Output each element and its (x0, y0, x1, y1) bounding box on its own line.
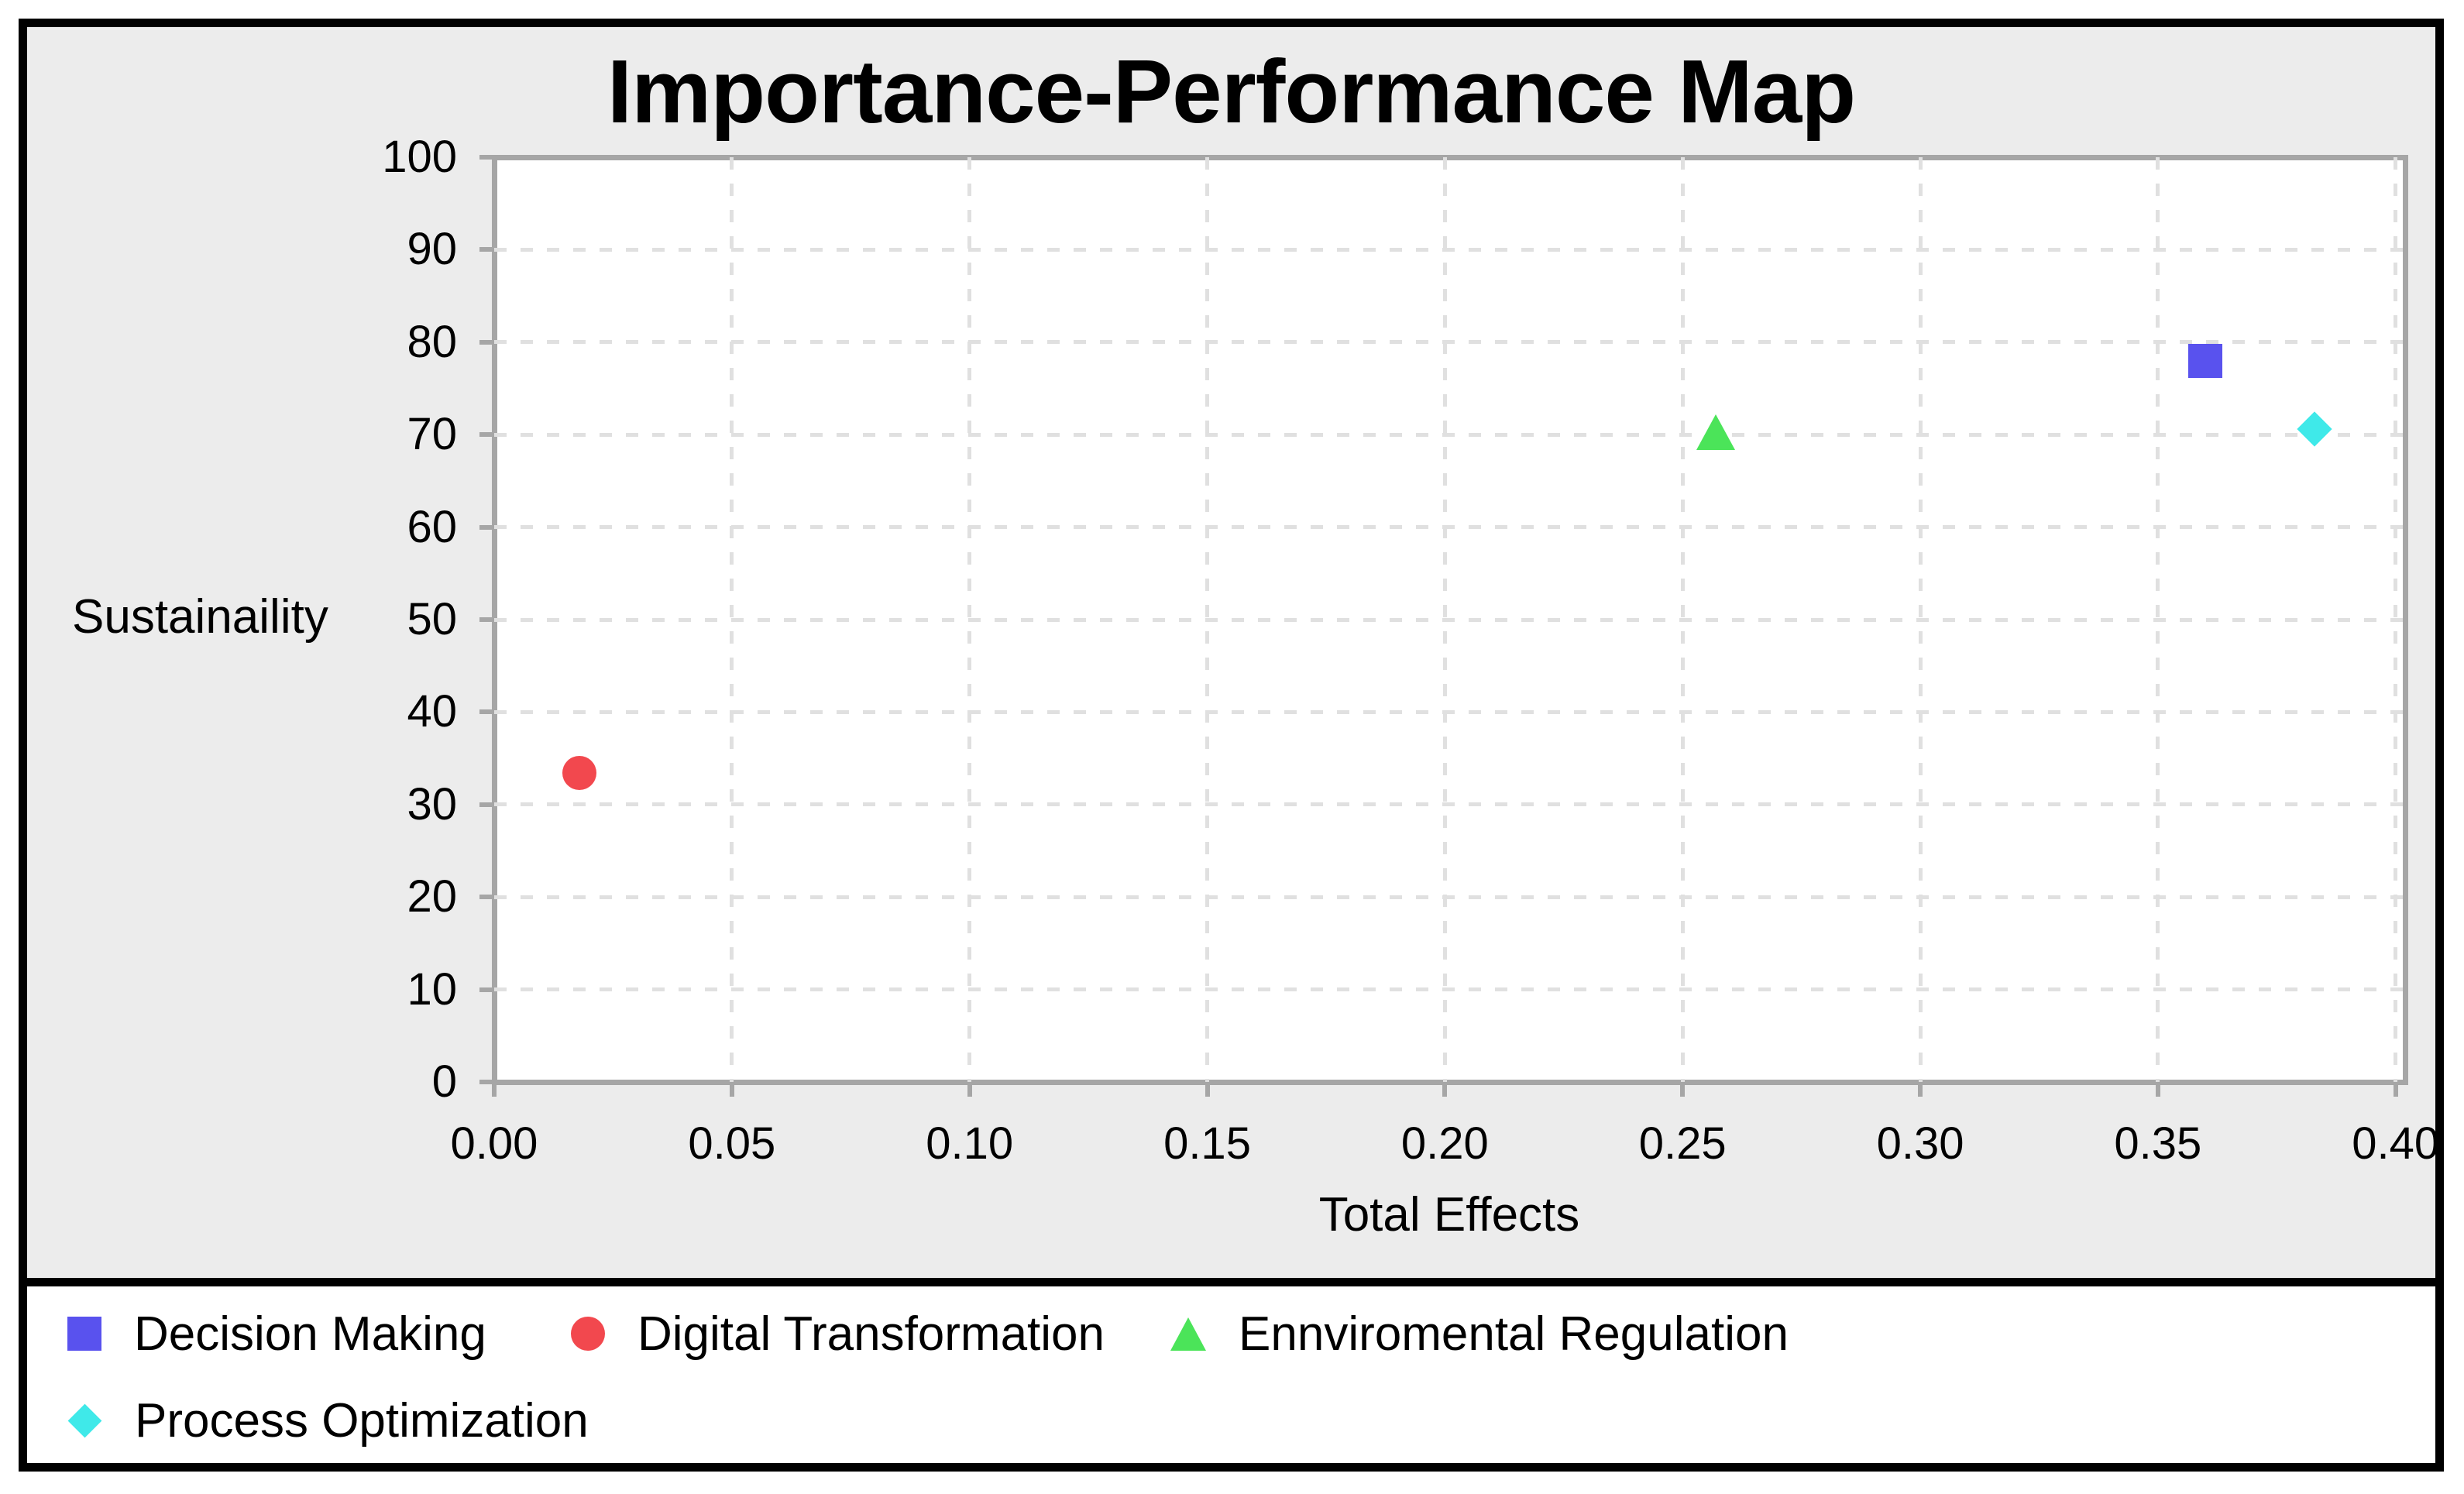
y-axis-tick (479, 709, 492, 715)
legend-item-decision-making: Decision Making (67, 1307, 486, 1361)
legend-item-label: Digital Transformation (637, 1307, 1105, 1361)
legend-item-label: Ennviromental Regulation (1239, 1307, 1789, 1361)
y-tick-label: 30 (407, 778, 457, 829)
x-tick-label: 0.05 (688, 1118, 776, 1169)
y-axis-tick (479, 432, 492, 438)
y-tick-label: 0 (431, 1056, 457, 1107)
y-axis-tick (479, 895, 492, 900)
h-gridline (494, 432, 2405, 437)
y-axis-tick (479, 524, 492, 530)
legend-item-process-optimization: Process Optimization (67, 1394, 589, 1448)
y-tick-label: 60 (407, 501, 457, 552)
triangle-marker-icon (1170, 1317, 1206, 1351)
x-axis-tick (1442, 1084, 1448, 1097)
x-axis-tick (2393, 1084, 2398, 1097)
data-point-ennviromental-regulation (1696, 414, 1736, 450)
legend-item-label: Decision Making (134, 1307, 486, 1361)
x-tick-label: 0.30 (1876, 1118, 1964, 1169)
x-axis-label: Total Effects (1318, 1188, 1580, 1242)
y-tick-label: 40 (407, 686, 457, 737)
data-point-process-optimization (2297, 411, 2333, 447)
legend-item-ennviromental-regulation: Ennviromental Regulation (1170, 1307, 1789, 1361)
h-gridline (494, 709, 2405, 714)
v-gridline (2156, 157, 2160, 1082)
y-axis-tick (479, 155, 492, 160)
h-gridline (494, 617, 2405, 622)
x-tick-label: 0.25 (1638, 1118, 1727, 1169)
y-tick-label: 10 (407, 963, 457, 1015)
x-tick-label: 0.35 (2114, 1118, 2202, 1169)
legend-item-digital-transformation: Digital Transformation (571, 1307, 1105, 1361)
v-gridline (1680, 157, 1685, 1082)
x-tick-label: 0.00 (450, 1118, 538, 1169)
y-axis-tick (479, 987, 492, 992)
y-axis-tick (479, 802, 492, 807)
diamond-marker-icon (67, 1403, 102, 1437)
v-gridline (1918, 157, 1923, 1082)
h-gridline (494, 525, 2405, 530)
v-gridline (967, 157, 972, 1082)
x-axis-tick (967, 1084, 972, 1097)
y-axis-label: Sustainaility (72, 590, 328, 644)
x-tick-label: 0.40 (2352, 1118, 2440, 1169)
y-tick-label: 100 (382, 132, 457, 182)
x-axis-tick (492, 1084, 497, 1097)
square-marker-icon (67, 1317, 101, 1351)
h-gridline (494, 802, 2405, 807)
y-axis-tick (479, 617, 492, 622)
chart-layer: 0 10 20 30 40 50 60 70 80 90 100 0.00 0.05 0.10 0.15 0.… (27, 27, 2439, 1278)
circle-marker-icon (571, 1317, 605, 1351)
x-tick-label: 0.10 (926, 1118, 1014, 1169)
x-axis-tick (729, 1084, 734, 1097)
h-gridline (494, 895, 2405, 899)
y-tick-label: 80 (407, 316, 457, 367)
v-gridline (1442, 157, 1447, 1082)
x-axis-tick (1205, 1084, 1210, 1097)
chart-title: Importance-Performance Map (607, 41, 1856, 142)
y-axis-tick (479, 1080, 492, 1084)
y-axis-tick (479, 339, 492, 345)
chart-panel: Importance-Performance Map 0 10 20 30 40 50 60… (27, 27, 2439, 1278)
y-tick-label: 70 (407, 409, 457, 460)
h-gridline (494, 340, 2405, 345)
v-gridline (2394, 157, 2398, 1082)
y-tick-label: 90 (407, 224, 457, 275)
data-point-digital-transformation (562, 756, 597, 791)
data-point-decision-making (2188, 343, 2223, 378)
h-gridline (494, 987, 2405, 992)
y-tick-label: 50 (407, 594, 457, 644)
y-axis-tick (479, 247, 492, 252)
x-tick-label: 0.20 (1400, 1118, 1489, 1169)
v-gridline (1205, 157, 1210, 1082)
v-gridline (730, 157, 734, 1082)
h-gridline (494, 247, 2405, 252)
x-axis-tick (1680, 1084, 1686, 1097)
legend: Decision Making Digital Transformation Enn… (27, 1286, 2435, 1463)
legend-item-label: Process Optimization (135, 1393, 589, 1448)
x-axis-tick (1918, 1084, 1923, 1097)
chart-frame: Importance-Performance Map 0 10 20 30 40 50 60… (19, 19, 2444, 1472)
panel-separator (27, 1278, 2435, 1286)
x-tick-label: 0.15 (1163, 1118, 1251, 1169)
x-axis-tick (2155, 1084, 2160, 1097)
y-tick-label: 20 (407, 871, 457, 922)
